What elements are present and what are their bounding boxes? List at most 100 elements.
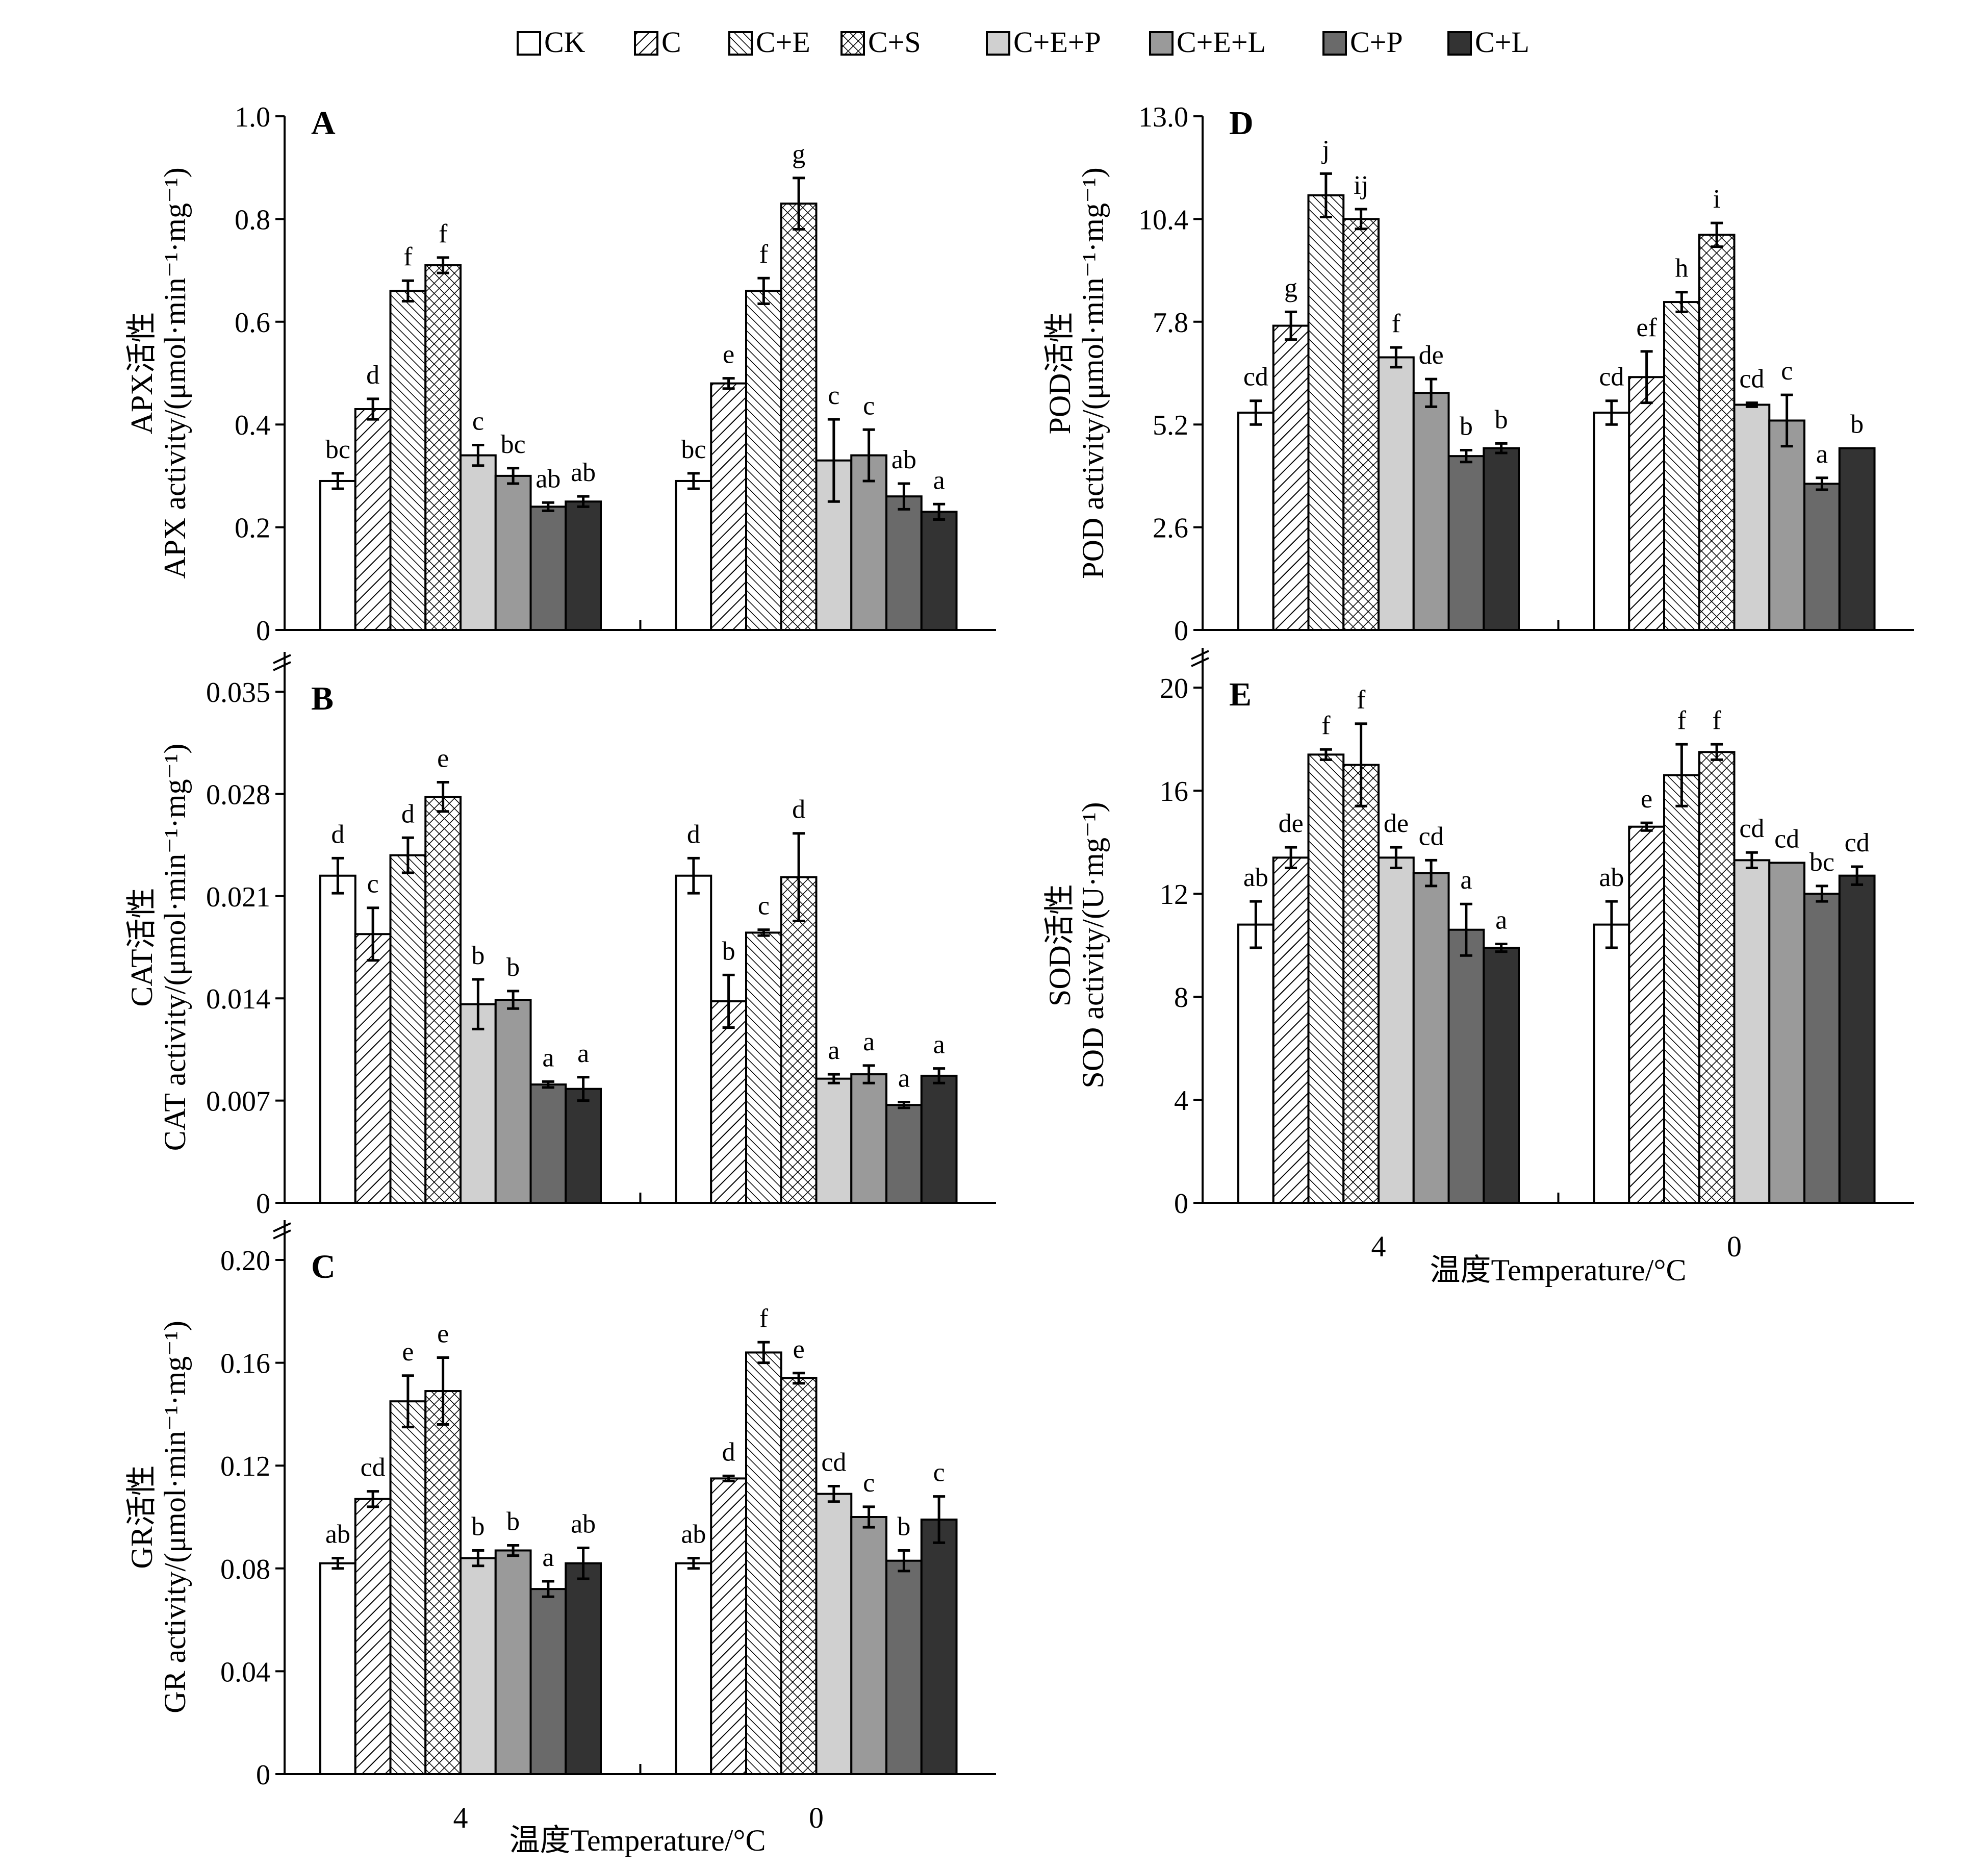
bar — [1378, 356, 1415, 631]
significance-label: e — [437, 1320, 449, 1349]
legend-item: C+P — [1322, 26, 1403, 59]
y-axis-title-cn: POD活性 — [1043, 312, 1077, 434]
y-tick-label: 0.007 — [206, 1086, 270, 1118]
axis-break-mark — [273, 1229, 291, 1240]
legend-item: C+E+P — [986, 26, 1101, 59]
y-tick-label: 0.021 — [206, 881, 270, 913]
y-axis-title-en: POD activity/(μmol·min⁻¹·mg⁻¹) — [1076, 167, 1110, 578]
legend-swatch — [728, 31, 753, 56]
significance-label: c — [472, 407, 484, 436]
axis-break-mark — [273, 1222, 291, 1232]
significance-label: a — [1460, 866, 1472, 895]
bar — [424, 796, 462, 1204]
bar — [780, 203, 818, 631]
legend-item: C — [634, 26, 681, 59]
significance-label: a — [933, 466, 945, 495]
bar — [1272, 324, 1310, 631]
bar — [319, 1562, 356, 1775]
axis-break-mark — [273, 661, 291, 671]
bar — [529, 1083, 567, 1204]
panel-letter: E — [1229, 676, 1252, 713]
significance-label: b — [1495, 405, 1508, 434]
significance-label: b — [471, 941, 485, 970]
panel-letter: B — [311, 680, 334, 717]
bar — [850, 454, 887, 631]
significance-label: e — [793, 1335, 805, 1364]
significance-label: d — [331, 820, 344, 849]
x-axis-title-left: 温度Temperature/°C — [509, 1824, 766, 1857]
significance-label: a — [1816, 440, 1828, 469]
significance-label: b — [1460, 412, 1473, 441]
significance-label: cd — [361, 1453, 386, 1482]
y-tick-label: 5.2 — [1153, 410, 1188, 441]
bar — [675, 1562, 712, 1775]
y-tick-label: 0.4 — [235, 410, 270, 441]
y-tick-label: 13.0 — [1138, 102, 1188, 133]
legend-item: C+E — [728, 26, 810, 59]
significance-label: e — [437, 744, 449, 773]
bar — [565, 1088, 602, 1204]
significance-label: bc — [501, 430, 526, 459]
significance-label: a — [542, 1543, 554, 1572]
bar — [850, 1516, 887, 1775]
significance-label: f — [1712, 706, 1721, 735]
significance-label: a — [933, 1030, 945, 1059]
y-tick-label: 0 — [1174, 1188, 1188, 1220]
significance-label: cd — [1845, 828, 1870, 857]
y-tick-label: 0.04 — [220, 1656, 270, 1688]
bar — [389, 1400, 427, 1775]
bar — [1237, 411, 1275, 631]
bar — [1342, 764, 1380, 1204]
significance-label: h — [1675, 254, 1688, 283]
panel-letter: A — [311, 105, 336, 142]
significance-label: de — [1419, 341, 1444, 370]
legend-swatch — [1322, 31, 1347, 56]
significance-label: b — [471, 1512, 485, 1542]
significance-label: c — [933, 1458, 945, 1487]
significance-label: de — [1279, 809, 1304, 838]
bar — [354, 933, 392, 1204]
significance-label: a — [863, 1027, 875, 1056]
y-tick-label: 0 — [256, 1188, 270, 1220]
bar — [1838, 874, 1876, 1204]
significance-label: f — [1392, 309, 1401, 338]
bar — [494, 474, 532, 631]
bar — [460, 1003, 497, 1204]
bar — [1698, 234, 1736, 631]
significance-label: c — [863, 1469, 875, 1498]
significance-label: f — [1677, 706, 1687, 735]
significance-label: e — [402, 1337, 414, 1367]
bar — [675, 874, 712, 1204]
bar — [1733, 859, 1771, 1204]
bar — [529, 506, 567, 631]
bar — [1663, 774, 1700, 1204]
y-tick-label: 0.2 — [235, 513, 270, 544]
legend-item: C+L — [1447, 26, 1530, 59]
y-tick-label: 0.6 — [235, 307, 270, 339]
significance-label: cd — [821, 1448, 846, 1477]
bar — [389, 290, 427, 631]
significance-label: cd — [1243, 363, 1268, 392]
significance-label: f — [403, 242, 413, 271]
panel-letter: D — [1229, 105, 1254, 142]
bar — [1593, 411, 1630, 631]
panel-cat: 0 0.007 0.014 0.021 0.028 0.035 B CAT活性 CAT acti… — [125, 652, 996, 1220]
significance-label: a — [1495, 905, 1507, 934]
bar — [494, 1549, 532, 1776]
legend-swatch — [986, 31, 1010, 56]
significance-label: c — [758, 892, 770, 921]
significance-label: ab — [1243, 863, 1268, 892]
significance-label: a — [577, 1039, 589, 1068]
legend-swatch — [634, 31, 658, 56]
y-tick-label: 0 — [256, 1759, 270, 1791]
bar — [1307, 753, 1345, 1204]
y-tick-label: 7.8 — [1153, 307, 1188, 339]
bar — [1237, 923, 1275, 1204]
significance-label: c — [828, 381, 839, 410]
y-tick-label: 4 — [1174, 1085, 1188, 1117]
bar — [885, 495, 923, 631]
y-tick-label: 0.035 — [206, 677, 270, 709]
legend-label: C+L — [1475, 26, 1530, 59]
